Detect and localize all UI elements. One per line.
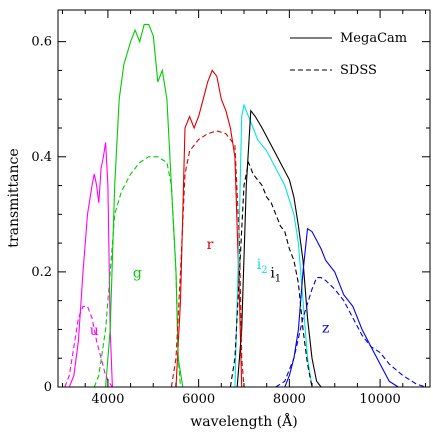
series-line-megacam-z xyxy=(284,227,399,388)
series-line-megacam-i1 xyxy=(236,109,322,388)
y-axis-label: transmittance xyxy=(6,148,22,247)
x-tick-label: 8000 xyxy=(273,392,306,407)
series-line-megacam-g xyxy=(105,23,184,388)
legend-label-sdss: SDSS xyxy=(340,63,377,78)
band-labels: u g r i2 i1 z xyxy=(90,237,330,339)
series-line-sdss-g xyxy=(93,156,182,388)
band-label-z: z xyxy=(322,320,329,336)
band-label-i1: i1 xyxy=(270,266,281,285)
x-tick-label: 4000 xyxy=(91,392,124,407)
series-line-sdss-r xyxy=(170,130,245,388)
x-tick-label: 10000 xyxy=(359,392,400,407)
y-tick-label: 0.4 xyxy=(31,150,52,165)
y-tick-label: 0 xyxy=(44,380,52,395)
band-label-r: r xyxy=(207,237,214,253)
band-label-i2: i2 xyxy=(257,257,268,276)
band-label-u: u xyxy=(90,323,99,339)
plot-layer xyxy=(64,23,426,388)
legend-label-megacam: MegaCam xyxy=(340,31,407,46)
y-tick-label: 0.2 xyxy=(31,265,52,280)
legend: MegaCam SDSS xyxy=(290,31,407,78)
series-line-sdss-i xyxy=(229,160,313,388)
series-line-sdss-u xyxy=(64,305,113,388)
x-axis-label: wavelength (Å) xyxy=(190,412,297,430)
tick-layer: 4000 6000 8000 10000 0 0.2 0.4 0.6 xyxy=(31,10,430,407)
series-line-megacam-r xyxy=(175,69,243,388)
series-line-megacam-i2 xyxy=(234,103,313,388)
x-tick-label: 6000 xyxy=(182,392,215,407)
y-tick-label: 0.6 xyxy=(31,35,52,50)
band-label-g: g xyxy=(133,266,142,282)
series-line-megacam-u xyxy=(68,142,113,388)
